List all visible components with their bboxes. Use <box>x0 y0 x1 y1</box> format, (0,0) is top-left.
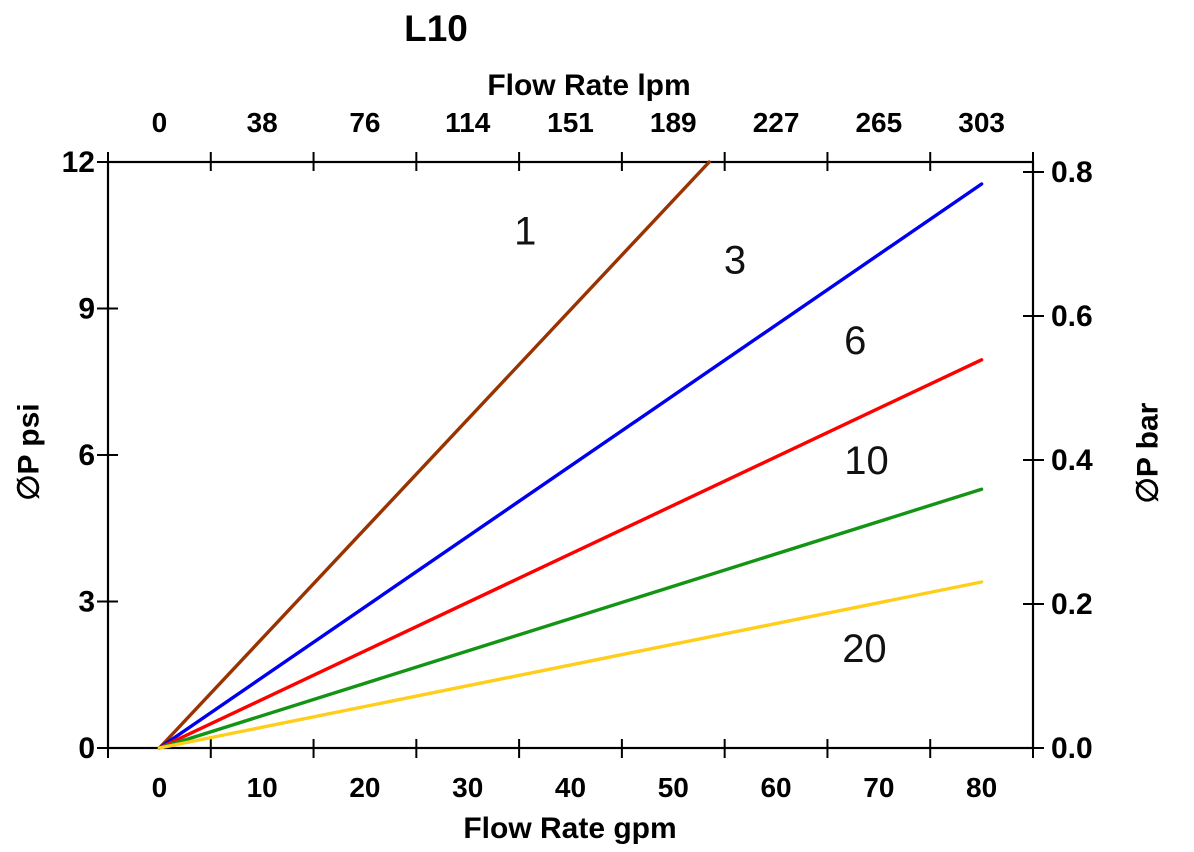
series-label-1: 1 <box>514 209 536 253</box>
series-line-20 <box>157 580 984 750</box>
right-tick-label: 0.4 <box>1051 444 1093 477</box>
top-tick-label: 151 <box>547 107 594 138</box>
bottom-axis-title: Flow Rate gpm <box>463 812 677 845</box>
series-line-1 <box>157 160 711 750</box>
left-tick-label: 12 <box>62 146 95 179</box>
series-line-3 <box>157 182 984 750</box>
series-label-6: 6 <box>844 319 866 363</box>
bottom-tick-label: 50 <box>658 772 689 803</box>
series-label-20: 20 <box>842 627 887 671</box>
left-tick-label: 6 <box>78 439 95 472</box>
plot-border <box>106 160 1035 750</box>
top-tick-label: 0 <box>152 107 168 138</box>
bottom-tick-label: 30 <box>452 772 483 803</box>
right-tick-label: 0.2 <box>1051 588 1093 621</box>
left-tick-label: 9 <box>78 293 95 326</box>
top-tick-label: 76 <box>349 107 380 138</box>
bottom-tick-label: 0 <box>152 772 168 803</box>
top-tick-label: 303 <box>958 107 1005 138</box>
right-tick-label: 0.8 <box>1051 156 1093 189</box>
top-tick-label: 189 <box>650 107 697 138</box>
series-line-6 <box>157 358 984 750</box>
series-label-10: 10 <box>844 439 889 483</box>
top-tick-label: 227 <box>753 107 800 138</box>
bottom-tick-label: 60 <box>760 772 791 803</box>
right-axis-title: ∅P bar <box>1131 402 1165 504</box>
bottom-tick-label: 80 <box>966 772 997 803</box>
left-tick-label: 3 <box>78 586 95 619</box>
left-tick-label: 0 <box>78 732 95 765</box>
series-line-10 <box>157 487 984 750</box>
right-tick-label: 0.6 <box>1051 300 1093 333</box>
bottom-tick-label: 20 <box>349 772 380 803</box>
top-tick-label: 38 <box>247 107 278 138</box>
top-tick-label: 265 <box>855 107 902 138</box>
bottom-tick-label: 10 <box>247 772 278 803</box>
series-label-3: 3 <box>724 239 746 283</box>
left-axis-title: ∅P psi <box>12 403 46 501</box>
right-tick-label: 0.0 <box>1051 732 1093 765</box>
bottom-tick-label: 70 <box>863 772 894 803</box>
chart-title: L10 <box>404 8 468 49</box>
bottom-tick-label: 40 <box>555 772 586 803</box>
top-tick-label: 114 <box>445 107 491 138</box>
top-axis-title: Flow Rate lpm <box>487 69 691 102</box>
